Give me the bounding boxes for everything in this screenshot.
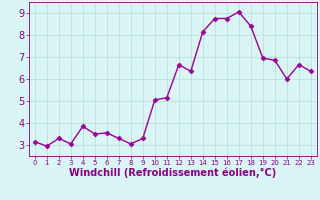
X-axis label: Windchill (Refroidissement éolien,°C): Windchill (Refroidissement éolien,°C) <box>69 168 276 178</box>
